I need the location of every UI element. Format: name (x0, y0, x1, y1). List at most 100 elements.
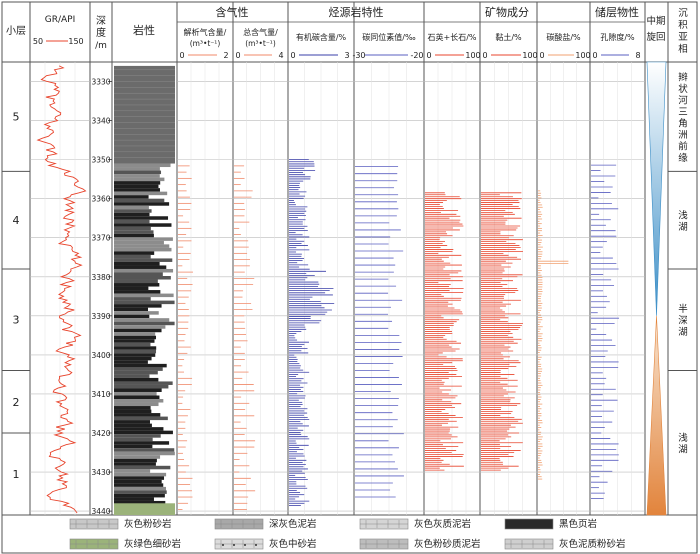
lith-bed (114, 360, 148, 364)
header-gr: GR/API (45, 15, 76, 25)
lith-bed (114, 240, 164, 245)
track-label-desorbed_gas: 解析气含量/ (184, 27, 227, 37)
depth-tick-label: 3360 (91, 195, 110, 204)
lith-bed (114, 198, 165, 203)
lith-bed (114, 490, 167, 494)
lith-bed (114, 479, 162, 484)
header-cycle-2: 旋回 (646, 31, 665, 43)
lith-bed (114, 279, 158, 284)
lith-bed (114, 349, 157, 354)
lith-bed (114, 307, 149, 312)
track-label-carbonate: 碳酸盐/% (546, 32, 581, 42)
legend-label: 灰色粉砂质泥岩 (414, 538, 481, 550)
lith-bed (114, 191, 168, 196)
lith-bed (114, 230, 154, 234)
lith-bed (114, 434, 161, 438)
depth-tick-label: 3410 (91, 390, 110, 399)
track-label-clay: 黏土/% (495, 32, 522, 42)
track-label-toc: 有机碳含量/% (296, 32, 347, 42)
lith-bed (114, 363, 167, 368)
track-tick-max-toc: 3 (344, 51, 349, 60)
lith-bed (114, 167, 160, 171)
track-label-quartz: 石英+长石/% (428, 32, 477, 42)
legend-label: 灰绿色细砂岩 (124, 538, 181, 550)
sublayer-label: 4 (13, 214, 20, 227)
legend-swatch-siltstone (69, 518, 119, 530)
header-facies-char: 积 (678, 19, 688, 31)
legend-swatch-limymud (359, 518, 409, 530)
lith-bed (114, 188, 160, 192)
lith-bed (114, 409, 152, 414)
track-tick-min-desorbed_gas: 0 (179, 51, 184, 60)
legend-label: 灰色粉砂岩 (124, 518, 172, 530)
lith-bed (114, 300, 175, 305)
lith-bed (114, 381, 173, 385)
lith-bed (114, 476, 165, 480)
depth-tick-label: 3440 (91, 507, 110, 516)
header-depth-1: 深 (96, 15, 106, 27)
lith-bed (114, 413, 161, 417)
header-sublayer: 小层 (6, 25, 26, 37)
lith-bed (114, 237, 173, 241)
lith-silt-block (114, 65, 175, 164)
lith-bed (114, 500, 166, 505)
lith-bed (114, 427, 164, 431)
lith-bed (114, 420, 150, 424)
header-source-group: 烃源岩特性 (329, 5, 384, 19)
facies-label-char: 辫 (678, 71, 688, 83)
lith-bed (114, 367, 163, 371)
facies-label-char: 洲 (678, 130, 688, 141)
header-gas-group: 含气性 (216, 5, 249, 19)
lith-bed (114, 205, 149, 210)
lith-bed (114, 163, 171, 168)
lith-bed (114, 406, 151, 410)
lith-bed (114, 265, 167, 269)
lith-bed (114, 226, 151, 231)
lith-bed (114, 276, 171, 280)
track-tick-max-carbonate: 100 (575, 51, 590, 60)
lith-bed (114, 335, 157, 340)
lith-bed (114, 261, 160, 266)
facies-label-char: 角 (678, 117, 688, 129)
track-tick-min-porosity: 0 (592, 51, 597, 60)
lith-bed (114, 356, 152, 361)
legend-label: 深灰色泥岩 (269, 518, 317, 530)
header-facies-char: 相 (678, 43, 688, 55)
depth-tick-label: 3350 (91, 156, 110, 165)
lith-bed (114, 184, 159, 189)
lith-bed (114, 483, 164, 487)
lith-bed (114, 177, 165, 182)
lith-bed (114, 374, 150, 378)
facies-label-char: 湖 (678, 327, 688, 338)
lith-bed (114, 437, 153, 442)
lith-bed (114, 328, 162, 333)
facies-label-char: 深 (678, 316, 688, 327)
facies-label-char: 缘 (678, 152, 688, 164)
lith-bed (114, 254, 151, 259)
lith-bed (114, 441, 170, 445)
sublayer-label: 2 (13, 396, 20, 409)
gr-curve (36, 65, 87, 514)
gr-tick-max: 150 (68, 37, 83, 46)
header-mineral-group: 矿物成分 (485, 5, 529, 19)
lith-bed (114, 233, 154, 238)
lith-bed (114, 209, 152, 213)
header-depth-2: 度 (96, 26, 106, 39)
legend-swatch-medsand (214, 538, 264, 550)
lith-bed (114, 244, 170, 248)
track-label-total_gas: 总含气量/ (243, 27, 278, 37)
legend-swatch-shale (504, 518, 554, 530)
lith-bed (114, 286, 149, 291)
header-facies-char: 亚 (678, 32, 688, 43)
facies-label-char: 状 (678, 83, 688, 95)
track-label-d13c: 碳同位素值/‰ (362, 32, 416, 42)
depth-tick-label: 3420 (91, 429, 110, 438)
lith-bed (114, 290, 161, 294)
lith-bed (114, 332, 156, 336)
lith-bed (114, 321, 175, 326)
track-tick-max-porosity: 8 (635, 51, 640, 60)
legend-label: 灰色灰质泥岩 (414, 518, 471, 530)
lith-bed (114, 486, 167, 491)
lith-bed (114, 395, 160, 400)
